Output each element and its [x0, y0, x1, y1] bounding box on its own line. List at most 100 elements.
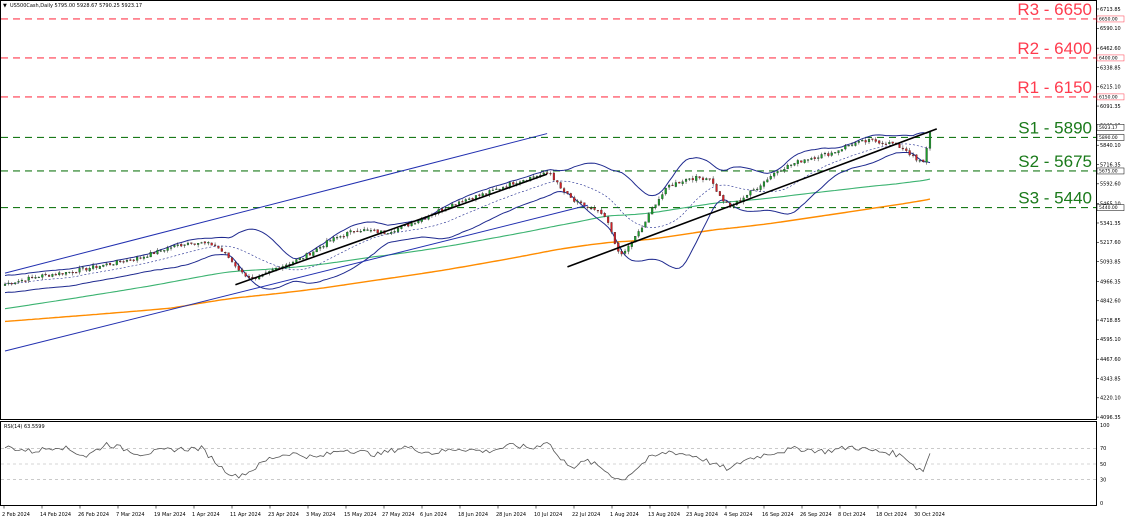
ma-long-line: [4, 198, 931, 323]
candle-body: [336, 237, 339, 239]
x-tick-label: 19 Mar 2024: [154, 512, 186, 518]
candle-body: [756, 188, 759, 190]
candle-body: [485, 193, 488, 195]
candle-body: [75, 272, 78, 274]
candle-body: [98, 266, 101, 269]
candle-body: [132, 259, 135, 261]
candle-body: [193, 243, 196, 245]
candle-body: [27, 276, 30, 281]
candle-body: [668, 184, 671, 188]
candle-body: [586, 206, 589, 208]
candle-body: [386, 233, 389, 235]
main-panel-frame: [0, 0, 1097, 420]
candle-body: [678, 181, 681, 184]
candle-body: [806, 159, 810, 161]
candle-body: [749, 190, 752, 196]
bollinger-lower: [4, 152, 931, 294]
candle-body: [10, 283, 13, 285]
candle-body: [81, 267, 84, 269]
candle-body: [217, 245, 220, 249]
candle-body: [312, 251, 315, 256]
candle-body: [878, 140, 881, 144]
candle-body: [34, 277, 37, 279]
candle-body: [718, 191, 721, 196]
candle-body: [173, 245, 176, 248]
y-tick-label: 4842.60: [1100, 299, 1121, 305]
candle-body: [20, 279, 23, 282]
candle-body: [230, 257, 234, 262]
level-price-tag: [1096, 54, 1125, 62]
candle-body: [773, 172, 776, 177]
candle-body: [861, 140, 864, 142]
candle-body: [627, 245, 630, 252]
candle-body: [867, 139, 871, 143]
x-tick-label: 8 Oct 2024: [838, 512, 866, 518]
candle-body: [349, 230, 352, 233]
candle-body: [78, 268, 81, 273]
candle-body: [779, 170, 782, 172]
candle-body: [366, 229, 369, 231]
candle-body: [874, 139, 877, 142]
y-tick-label: 4343.85: [1100, 376, 1121, 382]
candle-body: [464, 199, 467, 202]
candle-body: [396, 228, 400, 232]
candle-body: [24, 280, 27, 282]
collapse-triangle-icon[interactable]: ▼: [3, 3, 7, 9]
candle-body: [190, 242, 193, 244]
candle-body: [769, 176, 772, 180]
y-tick-label: 4595.10: [1100, 337, 1121, 343]
candle-body: [457, 201, 461, 205]
candle-body: [576, 200, 579, 203]
candle-body: [563, 188, 566, 193]
candle-body: [640, 227, 644, 233]
candle-body: [390, 232, 393, 234]
candle-body: [180, 244, 183, 247]
candle-body: [762, 181, 766, 187]
y-tick-label: 6462.60: [1100, 46, 1121, 52]
x-tick-label: 26 Feb 2024: [78, 512, 109, 518]
candle-body: [607, 216, 610, 223]
y-tick-label: 4718.85: [1100, 318, 1121, 324]
candle-body: [684, 179, 688, 182]
candle-body: [786, 164, 789, 170]
candle-body: [369, 230, 372, 232]
y-tick-label: 5840.10: [1100, 143, 1121, 149]
candle-body: [359, 231, 362, 233]
candle-body: [322, 246, 325, 248]
candle-body: [7, 282, 10, 284]
candle-body: [346, 232, 349, 237]
candle-body: [51, 274, 54, 277]
candle-body: [47, 275, 51, 277]
candle-body: [3, 283, 7, 286]
candle-body: [549, 173, 552, 175]
rsi-tick-label: 0: [1100, 501, 1103, 507]
candle-body: [186, 242, 190, 245]
candle-body: [329, 240, 332, 242]
candle-body: [302, 258, 305, 260]
candle-body: [573, 197, 576, 202]
y-tick-label: 4096.35: [1100, 415, 1121, 421]
candle-body: [783, 169, 786, 172]
candle-body: [715, 184, 718, 192]
candle-body: [851, 144, 854, 146]
candle-body: [830, 152, 833, 156]
y-tick-label: 6091.35: [1100, 104, 1121, 110]
candle-body: [722, 195, 725, 202]
candle-body: [559, 182, 562, 189]
candle-body: [149, 252, 152, 258]
candle-body: [237, 265, 240, 271]
channel-lower-line: [4, 204, 588, 352]
y-axis: 6713.85 6590.10 6462.60 6338.85 6215.10 6091.…: [1096, 7, 1121, 421]
candle-body: [590, 208, 593, 210]
candle-body: [701, 177, 705, 181]
level-label: S2 - 5675: [1018, 152, 1092, 171]
candle-body: [214, 244, 217, 246]
candle-body: [674, 182, 677, 187]
candle-body: [532, 176, 535, 178]
candle-body: [766, 179, 769, 183]
candle-body: [64, 272, 68, 275]
rsi-tick-label: 100: [1100, 423, 1110, 429]
candle-body: [579, 201, 583, 204]
candle-body: [491, 189, 494, 191]
candle-body: [813, 157, 816, 159]
